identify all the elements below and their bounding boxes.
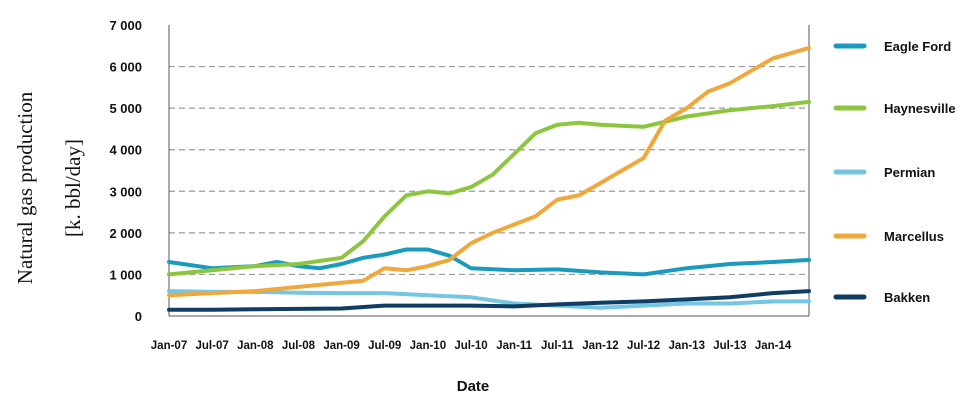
- series-line-eagle-ford: [167, 247, 811, 277]
- x-tick-label: Jul-08: [282, 340, 316, 352]
- legend: Eagle Ford Haynesville Permian Marcellus Bak…: [833, 39, 956, 305]
- y-axis-label-line-2: [k. bbl/day]: [61, 139, 85, 237]
- y-tick-label: 5 000: [109, 101, 142, 116]
- x-tick-label: Jan-09: [323, 340, 359, 352]
- legend-label: Bakken: [884, 290, 930, 305]
- series-line-bakken: [167, 289, 811, 312]
- gridlines: [169, 65, 809, 276]
- x-tick-label: Jul-07: [196, 340, 229, 352]
- x-tick-label: Jan-10: [410, 340, 446, 352]
- y-tick-labels: 0 1 000 2 000 3 000 4 000 5 000 6 000 7 000: [109, 18, 142, 324]
- y-tick-label: 2 000: [109, 226, 142, 241]
- x-tick-labels: Jan-07 Jul-07 Jan-08 Jul-08 Jan-09 Jul-09 Jan-…: [151, 340, 792, 352]
- x-tick-label: Jul-09: [368, 340, 401, 352]
- series-line-marcellus: [167, 45, 811, 298]
- x-tick-label: Jul-11: [541, 340, 574, 352]
- y-tick-label: 6 000: [109, 60, 142, 75]
- legend-label: Haynesville: [884, 101, 956, 116]
- x-tick-label: Jan-14: [755, 340, 792, 352]
- y-tick-label: 3 000: [109, 184, 142, 199]
- x-tick-label: Jan-12: [582, 340, 618, 352]
- legend-label: Eagle Ford: [884, 39, 951, 54]
- legend-label: Permian: [884, 165, 935, 180]
- y-axis-label-line-1: Natural gas production: [13, 91, 37, 284]
- series-line-permian: [167, 289, 811, 310]
- y-tick-label: 7 000: [109, 18, 142, 33]
- y-tick-label: 0: [135, 309, 142, 324]
- x-tick-label: Jul-12: [627, 340, 660, 352]
- x-tick-label: Jul-13: [713, 340, 746, 352]
- x-tick-label: Jan-13: [669, 340, 705, 352]
- y-tick-label: 1 000: [109, 267, 142, 282]
- series-lines: [167, 45, 811, 312]
- legend-label: Marcellus: [884, 229, 944, 244]
- y-tick-label: 4 000: [109, 143, 142, 158]
- x-tick-label: Jan-07: [151, 340, 187, 352]
- x-tick-label: Jul-10: [454, 340, 487, 352]
- x-tick-label: Jan-11: [496, 340, 532, 352]
- x-axis-label: Date: [457, 378, 490, 395]
- series-line-haynesville: [167, 99, 811, 277]
- x-tick-label: Jan-08: [237, 340, 274, 352]
